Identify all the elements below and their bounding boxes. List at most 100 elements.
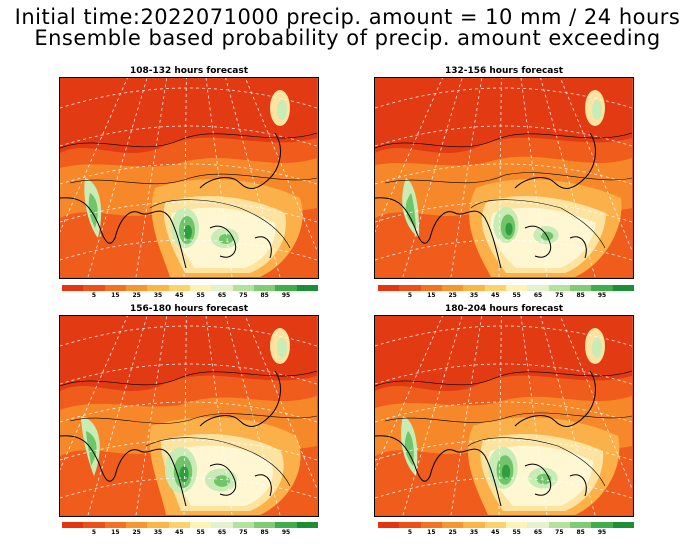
main-title-line2: Ensemble based probability of precip. am… xyxy=(34,26,661,50)
panel-title: 108-132 hours forecast xyxy=(129,66,249,76)
colorbar-swatch xyxy=(168,285,190,291)
colorbar-label: 95 xyxy=(597,292,607,299)
colorbar-label: 75 xyxy=(239,292,248,299)
colorbar-label: 55 xyxy=(196,529,205,536)
colorbar-swatch xyxy=(612,285,634,291)
colorbar-swatch xyxy=(125,285,148,291)
colorbar-label: 35 xyxy=(153,292,163,299)
colorbar-labels: 5 15 25 35 45 55 65 75 85 95 xyxy=(378,292,634,300)
colorbar-swatch xyxy=(125,522,148,528)
colorbar-label: 55 xyxy=(512,529,521,536)
colorbar-label: 65 xyxy=(533,529,543,536)
colorbar-label: 15 xyxy=(427,292,436,299)
colorbar-label: 15 xyxy=(427,529,436,536)
colorbar-labels: 5 15 25 35 45 55 65 75 85 95 xyxy=(378,529,634,537)
map-canvas xyxy=(60,78,317,277)
panel-title: 180-204 hours forecast xyxy=(444,304,564,314)
forecast-map xyxy=(59,315,319,517)
colorbar-label: 75 xyxy=(239,529,248,536)
colorbar-swatch xyxy=(505,522,528,528)
colorbar-swatch xyxy=(211,522,233,528)
colorbar-swatch xyxy=(569,285,592,291)
colorbar-swatch xyxy=(548,522,570,528)
forecast-map xyxy=(59,77,319,279)
colorbar-swatch xyxy=(591,522,613,528)
colorbar-swatch xyxy=(420,285,442,291)
colorbar-swatch xyxy=(232,522,254,528)
map-canvas xyxy=(60,316,317,515)
colorbar-swatch xyxy=(548,285,570,291)
colorbar-swatch xyxy=(83,522,105,528)
colorbar-swatch xyxy=(612,522,634,528)
colorbar-swatch xyxy=(463,285,485,291)
colorbar xyxy=(378,285,634,291)
colorbar-swatch xyxy=(104,522,126,528)
colorbar-swatch xyxy=(62,522,84,528)
colorbar-swatch xyxy=(505,285,528,291)
colorbar-swatch xyxy=(104,285,126,291)
colorbar-swatch xyxy=(441,522,464,528)
colorbar-swatch xyxy=(399,522,421,528)
colorbar-label: 35 xyxy=(469,292,479,299)
colorbar-swatch xyxy=(591,285,613,291)
forecast-map xyxy=(374,315,634,517)
colorbar-swatch xyxy=(441,285,464,291)
colorbar-swatch xyxy=(378,285,400,291)
colorbar-label: 85 xyxy=(576,292,585,299)
colorbar-swatch xyxy=(147,285,169,291)
colorbar-swatch xyxy=(484,285,506,291)
colorbar-label: 55 xyxy=(512,292,521,299)
colorbar-swatch xyxy=(83,285,105,291)
colorbar-swatch xyxy=(189,522,212,528)
panel-title: 156-180 hours forecast xyxy=(129,304,249,314)
colorbar-label: 45 xyxy=(491,529,500,536)
forecast-map xyxy=(374,77,634,279)
colorbar-label: 95 xyxy=(597,529,607,536)
panel-title: 132-156 hours forecast xyxy=(444,66,564,76)
colorbar-label: 25 xyxy=(132,292,141,299)
colorbar-label: 85 xyxy=(260,292,269,299)
colorbar-swatch xyxy=(527,285,549,291)
colorbar-swatch xyxy=(253,285,276,291)
colorbar-label: 15 xyxy=(111,292,120,299)
colorbar-swatch xyxy=(296,522,318,528)
colorbar-label: 45 xyxy=(491,292,500,299)
colorbar-label: 45 xyxy=(175,292,184,299)
colorbar-label: 5 xyxy=(407,529,413,536)
colorbar-swatch xyxy=(253,522,276,528)
colorbar-swatch xyxy=(211,285,233,291)
colorbar-swatch xyxy=(463,522,485,528)
colorbar xyxy=(62,522,318,528)
colorbar-swatch xyxy=(232,285,254,291)
colorbar-label: 35 xyxy=(153,529,163,536)
colorbar-label: 65 xyxy=(217,529,227,536)
colorbar-label: 95 xyxy=(281,529,291,536)
colorbar-labels: 5 15 25 35 45 55 65 75 85 95 xyxy=(62,529,318,537)
colorbar-label: 75 xyxy=(555,529,564,536)
colorbar-swatch xyxy=(189,285,212,291)
map-canvas xyxy=(375,78,632,277)
colorbar-label: 5 xyxy=(91,292,97,299)
colorbar-swatch xyxy=(168,522,190,528)
colorbar-labels: 5 15 25 35 45 55 65 75 85 95 xyxy=(62,292,318,300)
colorbar-label: 85 xyxy=(576,529,585,536)
colorbar xyxy=(378,522,634,528)
colorbar-label: 85 xyxy=(260,529,269,536)
colorbar-swatch xyxy=(527,522,549,528)
colorbar-label: 5 xyxy=(407,292,413,299)
main-title-line1: Initial time:2022071000 precip. amount =… xyxy=(14,5,681,29)
colorbar-swatch xyxy=(569,522,592,528)
colorbar-label: 15 xyxy=(111,529,120,536)
colorbar-swatch xyxy=(62,285,84,291)
map-canvas xyxy=(375,316,632,515)
colorbar-label: 65 xyxy=(217,292,227,299)
colorbar-swatch xyxy=(378,522,400,528)
colorbar-label: 25 xyxy=(448,529,457,536)
colorbar-label: 5 xyxy=(91,529,97,536)
colorbar-swatch xyxy=(484,522,506,528)
colorbar-swatch xyxy=(275,522,297,528)
colorbar-swatch xyxy=(147,522,169,528)
colorbar-label: 95 xyxy=(281,292,291,299)
colorbar-label: 25 xyxy=(132,529,141,536)
colorbar-label: 65 xyxy=(533,292,543,299)
